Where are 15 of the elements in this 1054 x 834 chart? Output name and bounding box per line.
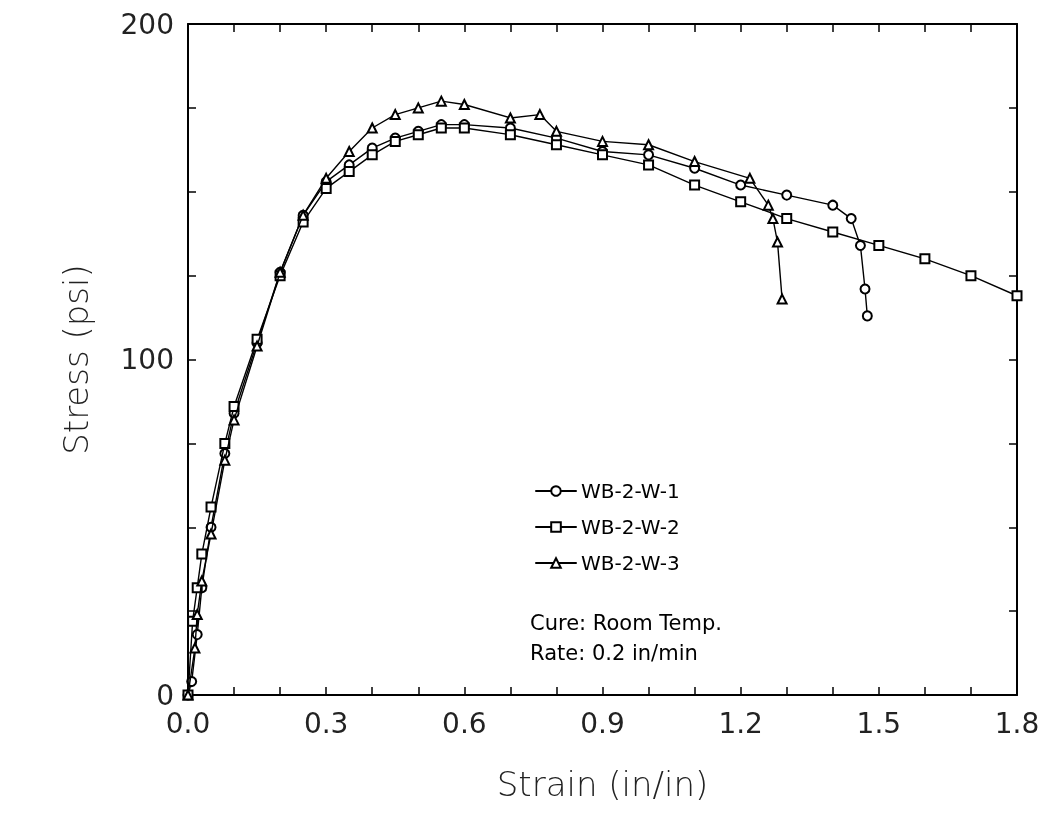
y-axis-title: Stress (psi): [56, 264, 96, 455]
annotation: Rate: 0.2 in/min: [530, 640, 698, 665]
x-tick-label: 1.2: [718, 706, 763, 740]
legend-label: WB-2-W-2: [581, 515, 680, 539]
x-tick-label: 1.8: [994, 706, 1040, 740]
y-tick-label: 200: [120, 7, 174, 41]
legend-label: WB-2-W-1: [581, 479, 680, 503]
x-tick-label: 1.5: [856, 706, 902, 740]
x-tick-label: 0.6: [442, 706, 487, 740]
x-tick-label: 0.3: [303, 706, 349, 740]
x-tick-label: 0.9: [580, 706, 625, 740]
y-tick-label: 100: [120, 343, 174, 376]
annotation: Cure: Room Temp.: [530, 610, 722, 635]
x-axis-title: Strain (in/in): [496, 764, 709, 804]
legend-label: WB-2-W-3: [581, 551, 680, 575]
